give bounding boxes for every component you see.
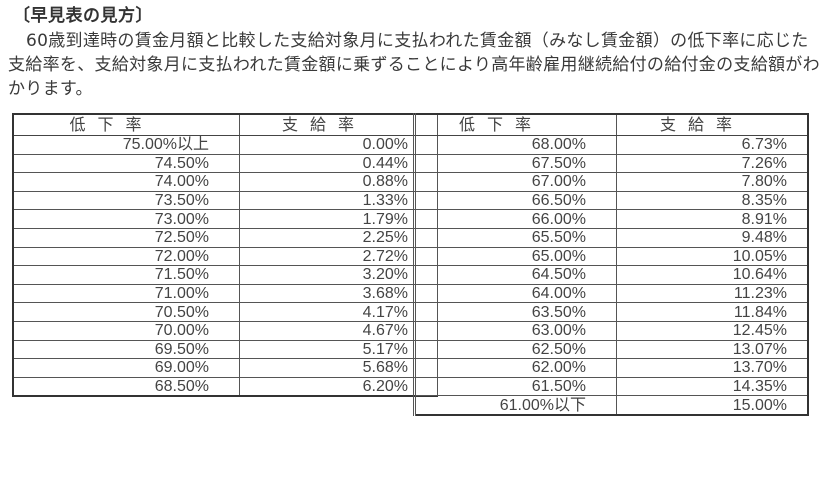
rate-table-left: 低下率 支給率 75.00%以上 0.00% 74.50% 0.44% 74.00% 0.… (12, 113, 438, 398)
payment-rate-cell: 8.91% (616, 209, 809, 229)
payment-rate-cell: 12.45% (616, 321, 809, 341)
decline-rate-cell: 67.50% (414, 154, 617, 174)
payment-rate-cell: 1.79% (239, 209, 438, 229)
decline-rate-cell: 63.50% (414, 302, 617, 322)
explanation-text: 60歳到達時の賃金月額と比較した支給対象月に支払われた賃金額（みなし賃金額）の低… (8, 31, 820, 99)
payment-rate-cell: 0.88% (239, 172, 438, 192)
payment-rate-cell: 0.00% (239, 135, 438, 155)
payment-rate-cell: 15.00% (616, 395, 809, 416)
decline-rate-cell: 66.50% (414, 191, 617, 211)
table-row: 71.50% 3.20% (13, 265, 438, 285)
decline-rate-cell: 71.50% (13, 265, 240, 285)
table-row: 65.00% 10.05% (414, 247, 809, 267)
payment-rate-cell: 6.73% (616, 135, 809, 155)
decline-rate-cell: 74.00% (13, 172, 240, 192)
table-row: 64.50% 10.64% (414, 265, 809, 285)
decline-rate-cell: 61.00%以下 (414, 395, 617, 416)
table-row: 64.00% 11.23% (414, 284, 809, 304)
payment-rate-cell: 11.84% (616, 302, 809, 322)
table-row: 67.50% 7.26% (414, 154, 809, 174)
payment-rate-cell: 13.70% (616, 358, 809, 378)
table-row: 69.00% 5.68% (13, 358, 438, 378)
decline-rate-cell: 74.50% (13, 154, 240, 174)
table-row: 70.00% 4.67% (13, 321, 438, 341)
payment-rate-cell: 6.20% (239, 377, 438, 397)
decline-rate-cell: 65.00% (414, 247, 617, 267)
decline-rate-cell: 75.00%以上 (13, 135, 240, 155)
decline-rate-cell: 71.00% (13, 284, 240, 304)
payment-rate-cell: 10.05% (616, 247, 809, 267)
table-row: 65.50% 9.48% (414, 228, 809, 248)
payment-rate-cell: 7.80% (616, 172, 809, 192)
table-row: 67.00% 7.80% (414, 172, 809, 192)
decline-rate-cell: 63.00% (414, 321, 617, 341)
decline-rate-cell: 62.00% (414, 358, 617, 378)
payment-rate-cell: 5.17% (239, 340, 438, 360)
header-payment-rate: 支給率 (239, 114, 438, 136)
decline-rate-cell: 70.00% (13, 321, 240, 341)
decline-rate-cell: 67.00% (414, 172, 617, 192)
table-row: 68.00% 6.73% (414, 135, 809, 155)
payment-rate-cell: 3.68% (239, 284, 438, 304)
payment-rate-cell: 11.23% (616, 284, 809, 304)
payment-rate-cell: 13.07% (616, 340, 809, 360)
decline-rate-cell: 70.50% (13, 302, 240, 322)
payment-rate-cell: 9.48% (616, 228, 809, 248)
table-row: 68.50% 6.20% (13, 377, 438, 397)
decline-rate-cell: 72.00% (13, 247, 240, 267)
table-row: 61.00%以下 15.00% (414, 395, 809, 416)
decline-rate-cell: 68.50% (13, 377, 240, 397)
payment-rate-cell: 1.33% (239, 191, 438, 211)
payment-rate-cell: 2.25% (239, 228, 438, 248)
payment-rate-cell: 14.35% (616, 377, 809, 397)
table-row: 61.50% 14.35% (414, 377, 809, 397)
payment-rate-cell: 2.72% (239, 247, 438, 267)
payment-rate-cell: 4.67% (239, 321, 438, 341)
table-row: 66.00% 8.91% (414, 209, 809, 229)
table-row: 66.50% 8.35% (414, 191, 809, 211)
table-row: 63.50% 11.84% (414, 302, 809, 322)
decline-rate-cell: 65.50% (414, 228, 617, 248)
payment-rate-cell: 3.20% (239, 265, 438, 285)
table-row: 74.00% 0.88% (13, 172, 438, 192)
table-row: 74.50% 0.44% (13, 154, 438, 174)
table-row: 73.00% 1.79% (13, 209, 438, 229)
table-row: 71.00% 3.68% (13, 284, 438, 304)
decline-rate-cell: 61.50% (414, 377, 617, 397)
table-row: 72.50% 2.25% (13, 228, 438, 248)
decline-rate-cell: 66.00% (414, 209, 617, 229)
table-row: 73.50% 1.33% (13, 191, 438, 211)
rate-table-right: 低下率 支給率 68.00% 6.73% 67.50% 7.26% 67.00% 7.80… (413, 113, 809, 416)
explanation-paragraph: 60歳到達時の賃金月額と比較した支給対象月に支払われた賃金額（みなし賃金額）の低… (8, 29, 823, 101)
payment-rate-cell: 5.68% (239, 358, 438, 378)
decline-rate-cell: 69.50% (13, 340, 240, 360)
table-row: 70.50% 4.17% (13, 302, 438, 322)
decline-rate-cell: 64.50% (414, 265, 617, 285)
decline-rate-cell: 73.00% (13, 209, 240, 229)
header-decline-rate: 低下率 (414, 114, 617, 136)
payment-rate-cell: 10.64% (616, 265, 809, 285)
decline-rate-cell: 72.50% (13, 228, 240, 248)
decline-rate-cell: 68.00% (414, 135, 617, 155)
table-row: 69.50% 5.17% (13, 340, 438, 360)
decline-rate-cell: 73.50% (13, 191, 240, 211)
payment-rate-cell: 0.44% (239, 154, 438, 174)
section-heading: 〔早見表の見方〕 (13, 6, 153, 26)
payment-rate-cell: 7.26% (616, 154, 809, 174)
table-row: 62.00% 13.70% (414, 358, 809, 378)
decline-rate-cell: 64.00% (414, 284, 617, 304)
payment-rate-cell: 8.35% (616, 191, 809, 211)
table-row: 72.00% 2.72% (13, 247, 438, 267)
header-decline-rate: 低下率 (13, 114, 240, 136)
table-row: 63.00% 12.45% (414, 321, 809, 341)
table-row: 75.00%以上 0.00% (13, 135, 438, 155)
table-row: 62.50% 13.07% (414, 340, 809, 360)
payment-rate-cell: 4.17% (239, 302, 438, 322)
header-payment-rate: 支給率 (616, 114, 809, 136)
decline-rate-cell: 62.50% (414, 340, 617, 360)
decline-rate-cell: 69.00% (13, 358, 240, 378)
